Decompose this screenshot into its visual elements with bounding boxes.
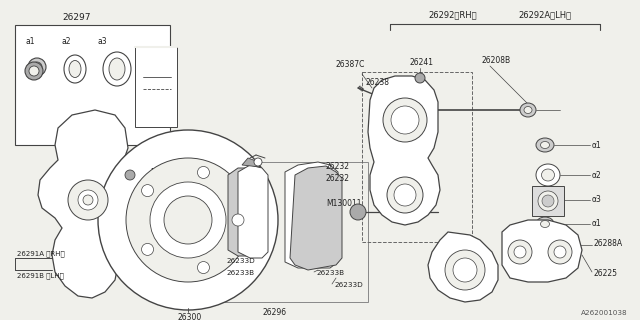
Text: 26241: 26241 xyxy=(410,58,434,67)
Circle shape xyxy=(453,258,477,282)
Circle shape xyxy=(125,170,135,180)
Ellipse shape xyxy=(536,217,554,231)
Text: 26291B 〈LH〉: 26291B 〈LH〉 xyxy=(17,272,64,279)
Circle shape xyxy=(391,106,419,134)
Text: 26233D: 26233D xyxy=(334,282,363,288)
Text: α1: α1 xyxy=(592,220,602,228)
Circle shape xyxy=(554,246,566,258)
Circle shape xyxy=(198,261,209,274)
Text: a2: a2 xyxy=(61,37,70,46)
Text: 26300: 26300 xyxy=(178,313,202,320)
Polygon shape xyxy=(290,166,342,270)
Text: α1: α1 xyxy=(592,140,602,149)
Ellipse shape xyxy=(524,107,532,114)
Text: 26233B: 26233B xyxy=(316,270,344,276)
Circle shape xyxy=(141,185,154,196)
Ellipse shape xyxy=(541,220,550,228)
Ellipse shape xyxy=(541,141,550,148)
Text: 26291A 〈RH〉: 26291A 〈RH〉 xyxy=(17,250,65,257)
Bar xyxy=(15,25,170,145)
Ellipse shape xyxy=(109,58,125,80)
Circle shape xyxy=(415,73,425,83)
Circle shape xyxy=(548,240,572,264)
Polygon shape xyxy=(238,165,268,258)
Circle shape xyxy=(394,184,416,206)
Circle shape xyxy=(198,166,209,179)
Circle shape xyxy=(78,190,98,210)
Text: 26387C: 26387C xyxy=(336,60,365,69)
Ellipse shape xyxy=(69,60,81,77)
Circle shape xyxy=(387,177,423,213)
Text: a1: a1 xyxy=(25,37,35,46)
Text: 26225: 26225 xyxy=(594,269,618,278)
Ellipse shape xyxy=(536,164,560,186)
Circle shape xyxy=(150,182,226,258)
Text: A262001038: A262001038 xyxy=(581,310,628,316)
Circle shape xyxy=(141,244,154,255)
Circle shape xyxy=(98,130,278,310)
Circle shape xyxy=(28,58,46,76)
Text: 26297: 26297 xyxy=(63,13,92,22)
Circle shape xyxy=(29,66,39,76)
Polygon shape xyxy=(285,162,338,268)
Polygon shape xyxy=(242,158,260,167)
Circle shape xyxy=(383,98,427,142)
Circle shape xyxy=(126,158,250,282)
Circle shape xyxy=(32,62,42,72)
Circle shape xyxy=(83,195,93,205)
Polygon shape xyxy=(38,110,128,298)
Text: 26232: 26232 xyxy=(326,162,350,171)
Polygon shape xyxy=(502,220,582,282)
Text: α3: α3 xyxy=(592,196,602,204)
Bar xyxy=(532,186,564,216)
Ellipse shape xyxy=(103,52,131,86)
Circle shape xyxy=(514,246,526,258)
Ellipse shape xyxy=(520,103,536,117)
Circle shape xyxy=(232,214,244,226)
Circle shape xyxy=(25,62,43,80)
Ellipse shape xyxy=(541,169,554,181)
Ellipse shape xyxy=(536,138,554,152)
Circle shape xyxy=(508,240,532,264)
Bar xyxy=(362,72,472,242)
Polygon shape xyxy=(368,76,440,225)
Text: 26292A〈LH〉: 26292A〈LH〉 xyxy=(518,10,572,19)
Text: 26292〈RH〉: 26292〈RH〉 xyxy=(429,10,477,19)
Text: α2: α2 xyxy=(592,171,602,180)
Circle shape xyxy=(68,180,108,220)
Ellipse shape xyxy=(64,55,86,83)
Text: M130011: M130011 xyxy=(326,199,362,208)
Circle shape xyxy=(254,158,262,166)
Text: a3: a3 xyxy=(97,37,107,46)
Circle shape xyxy=(445,250,485,290)
Circle shape xyxy=(164,196,212,244)
Text: 26296: 26296 xyxy=(263,308,287,317)
Circle shape xyxy=(538,191,558,211)
Text: M000162: M000162 xyxy=(150,168,186,177)
Polygon shape xyxy=(428,232,498,302)
Circle shape xyxy=(542,195,554,207)
Text: 26238: 26238 xyxy=(366,78,390,87)
Bar xyxy=(135,47,177,127)
Text: 26288A: 26288A xyxy=(594,239,623,249)
Text: 26233D: 26233D xyxy=(226,258,255,264)
Bar xyxy=(220,162,368,302)
Text: 26233B: 26233B xyxy=(226,270,254,276)
Text: 26208B: 26208B xyxy=(482,56,511,65)
Text: 26232: 26232 xyxy=(326,174,350,183)
Circle shape xyxy=(350,204,366,220)
Polygon shape xyxy=(228,168,258,256)
